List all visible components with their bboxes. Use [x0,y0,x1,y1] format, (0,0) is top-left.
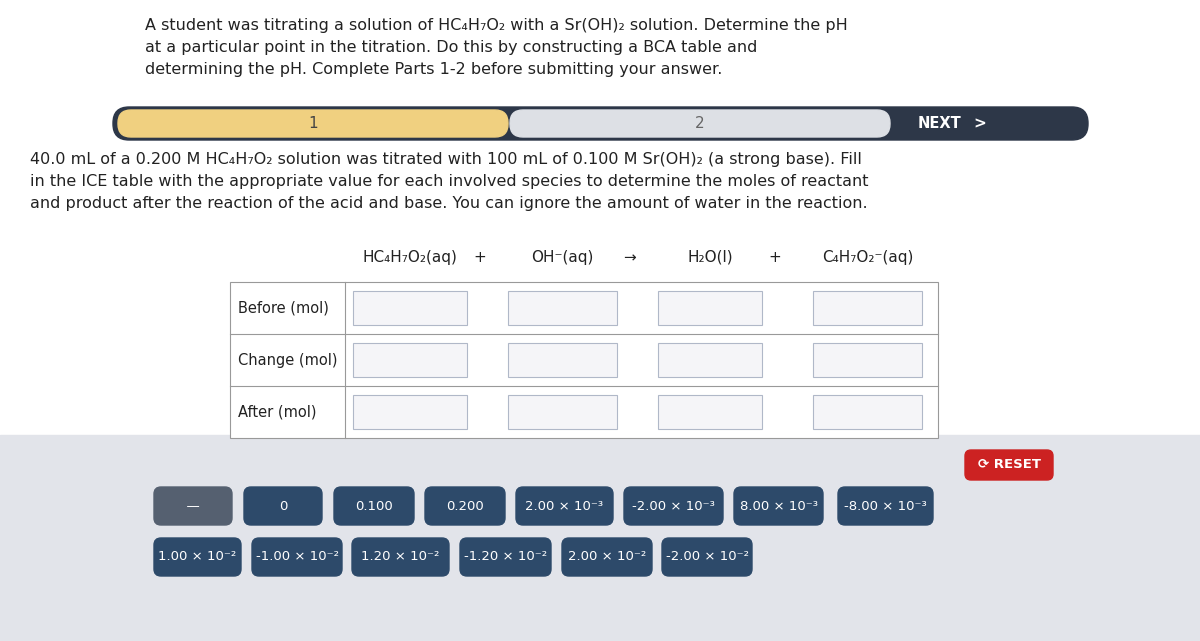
FancyBboxPatch shape [113,107,1088,140]
Text: 2.00 × 10⁻³: 2.00 × 10⁻³ [526,499,604,513]
Bar [658,291,762,325]
Text: at a particular point in the titration. Do this by constructing a BCA table and: at a particular point in the titration. … [145,40,757,55]
Text: NEXT: NEXT [918,116,961,131]
Text: C₄H₇O₂⁻(aq): C₄H₇O₂⁻(aq) [822,250,913,265]
FancyBboxPatch shape [352,538,449,576]
FancyBboxPatch shape [965,450,1054,480]
Text: +: + [474,250,486,265]
FancyBboxPatch shape [460,538,551,576]
Bar [0,0,1200,435]
FancyBboxPatch shape [734,487,823,525]
Bar [230,282,938,438]
FancyBboxPatch shape [624,487,722,525]
Text: +: + [769,250,781,265]
Text: H₂O(l): H₂O(l) [688,250,733,265]
Text: 1.20 × 10⁻²: 1.20 × 10⁻² [361,551,439,563]
Text: -8.00 × 10⁻³: -8.00 × 10⁻³ [844,499,926,513]
Bar [508,343,617,377]
Text: 0.100: 0.100 [355,499,392,513]
FancyBboxPatch shape [516,487,613,525]
FancyBboxPatch shape [154,538,241,576]
FancyBboxPatch shape [154,487,232,525]
Text: 1: 1 [308,116,318,131]
Text: —: — [178,499,208,513]
Bar [814,291,922,325]
Text: Change (mol): Change (mol) [238,353,337,367]
FancyBboxPatch shape [838,487,934,525]
Text: 1.00 × 10⁻²: 1.00 × 10⁻² [158,551,236,563]
FancyBboxPatch shape [425,487,505,525]
Text: -2.00 × 10⁻²: -2.00 × 10⁻² [666,551,749,563]
Text: 8.00 × 10⁻³: 8.00 × 10⁻³ [739,499,817,513]
FancyBboxPatch shape [244,487,322,525]
Text: -2.00 × 10⁻³: -2.00 × 10⁻³ [632,499,715,513]
FancyBboxPatch shape [510,110,890,137]
FancyBboxPatch shape [334,487,414,525]
Bar [353,291,467,325]
Bar [353,395,467,429]
Bar [658,343,762,377]
Bar [0,435,1200,641]
Text: 40.0 mL of a 0.200 M HC₄H₇O₂ solution was titrated with 100 mL of 0.100 M Sr(OH): 40.0 mL of a 0.200 M HC₄H₇O₂ solution wa… [30,152,862,167]
Text: A student was titrating a solution of HC₄H₇O₂ with a Sr(OH)₂ solution. Determine: A student was titrating a solution of HC… [145,18,847,33]
Text: in the ICE table with the appropriate value for each involved species to determi: in the ICE table with the appropriate va… [30,174,869,189]
Text: ⟳ RESET: ⟳ RESET [978,458,1040,472]
Text: →: → [624,250,636,265]
FancyBboxPatch shape [252,538,342,576]
Text: After (mol): After (mol) [238,404,317,419]
FancyBboxPatch shape [662,538,752,576]
Text: 2: 2 [695,116,704,131]
Text: 2.00 × 10⁻²: 2.00 × 10⁻² [568,551,646,563]
Text: -1.00 × 10⁻²: -1.00 × 10⁻² [256,551,338,563]
Text: >: > [973,116,985,131]
Text: -1.20 × 10⁻²: -1.20 × 10⁻² [464,551,547,563]
Text: OH⁻(aq): OH⁻(aq) [532,250,594,265]
Bar [508,291,617,325]
Bar [353,343,467,377]
Text: determining the pH. Complete Parts 1-2 before submitting your answer.: determining the pH. Complete Parts 1-2 b… [145,62,722,77]
FancyBboxPatch shape [562,538,652,576]
Text: HC₄H₇O₂(aq): HC₄H₇O₂(aq) [362,250,457,265]
Text: Before (mol): Before (mol) [238,301,329,315]
Bar [814,343,922,377]
Bar [658,395,762,429]
Bar [814,395,922,429]
Text: 0: 0 [278,499,287,513]
Text: and product after the reaction of the acid and base. You can ignore the amount o: and product after the reaction of the ac… [30,196,868,211]
FancyBboxPatch shape [118,110,508,137]
Bar [508,395,617,429]
Text: 0.200: 0.200 [446,499,484,513]
